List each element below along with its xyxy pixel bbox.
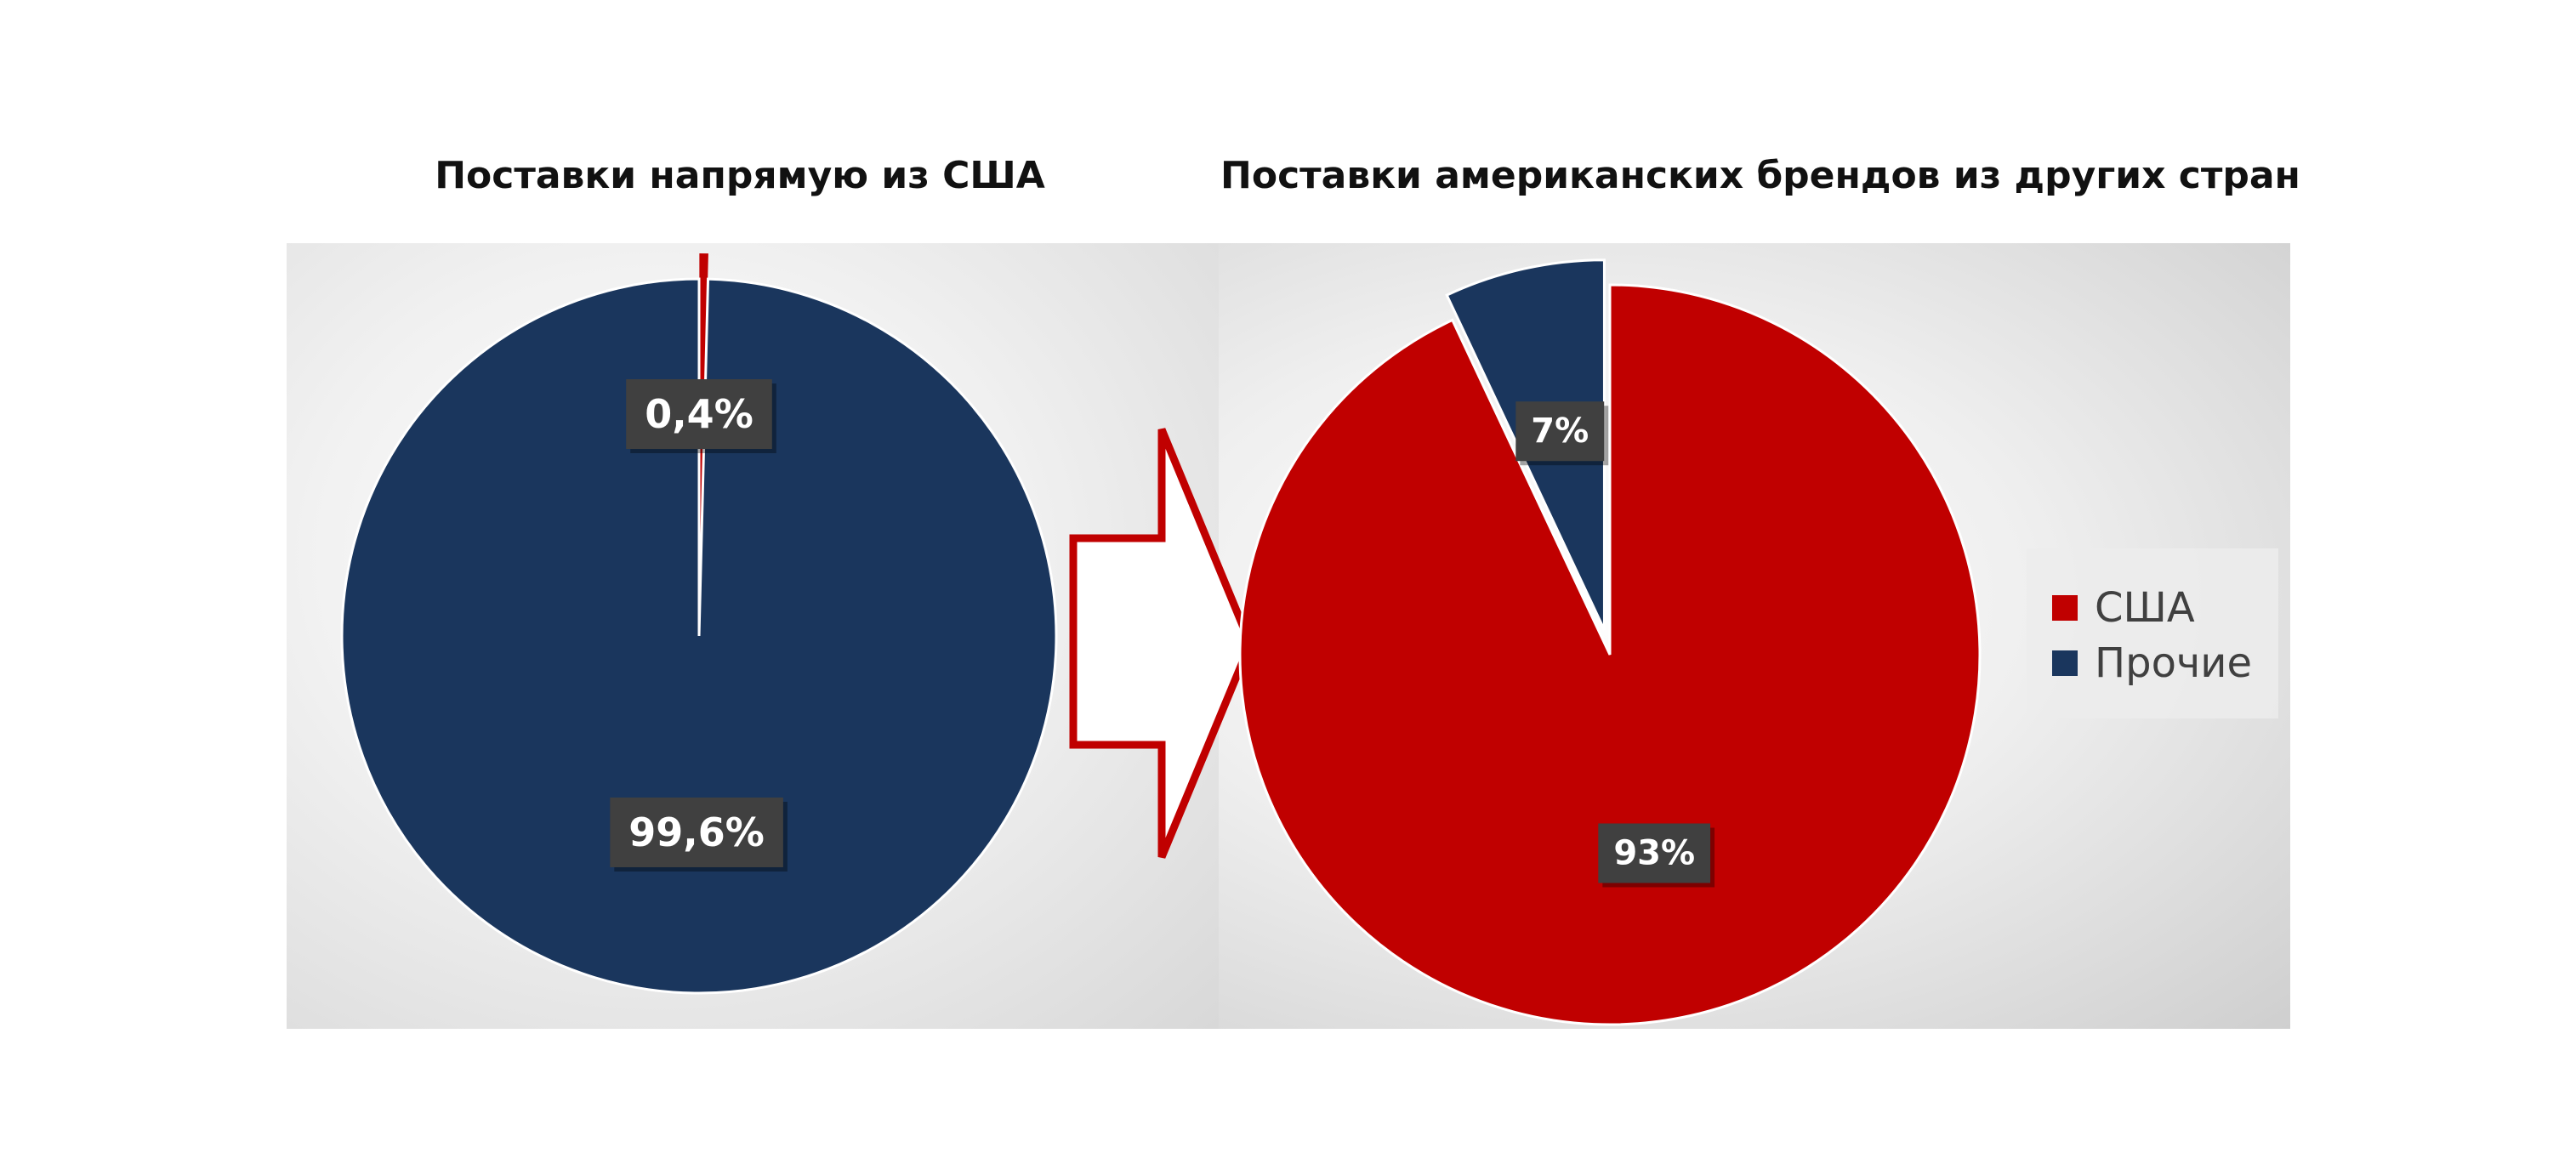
data-label-usa-american-brands: 93% — [1613, 833, 1695, 872]
data-label-box-usa-direct-usa — [626, 379, 772, 450]
data-label-box-usa-american-brands — [1598, 823, 1711, 883]
chart-title-direct-usa: Поставки напрямую из США — [435, 154, 1045, 197]
pie-slice-other-direct-usa — [340, 277, 1058, 995]
legend-swatch-other — [2052, 650, 2078, 676]
data-label-other-direct-usa: 99,6% — [628, 809, 765, 855]
legend-label-other: Прочие — [2095, 639, 2253, 687]
data-label-other-american-brands: 7% — [1531, 412, 1589, 451]
pie-chart-american-brands: 93% 7% — [1238, 258, 1982, 1026]
legend-item-other: Прочие — [2052, 638, 2252, 689]
legend-swatch-usa — [2052, 595, 2078, 621]
pie-slice-usa-american-brands — [1238, 283, 1982, 1026]
legend-label-usa: США — [2095, 584, 2195, 632]
data-label-box-other-direct-usa — [610, 797, 783, 867]
data-label-usa-direct-usa: 0,4% — [645, 391, 753, 437]
pie-chart-direct-usa: 0,4% 99,6% — [340, 253, 1058, 995]
flow-arrow-icon — [1069, 428, 1254, 859]
data-label-box-other-american-brands — [1515, 401, 1605, 462]
chart-title-american-brands-other-countries: Поставки американских брендов из других … — [1220, 154, 2300, 197]
legend-item-usa: США — [2052, 582, 2195, 633]
legend: США Прочие — [2027, 548, 2278, 718]
